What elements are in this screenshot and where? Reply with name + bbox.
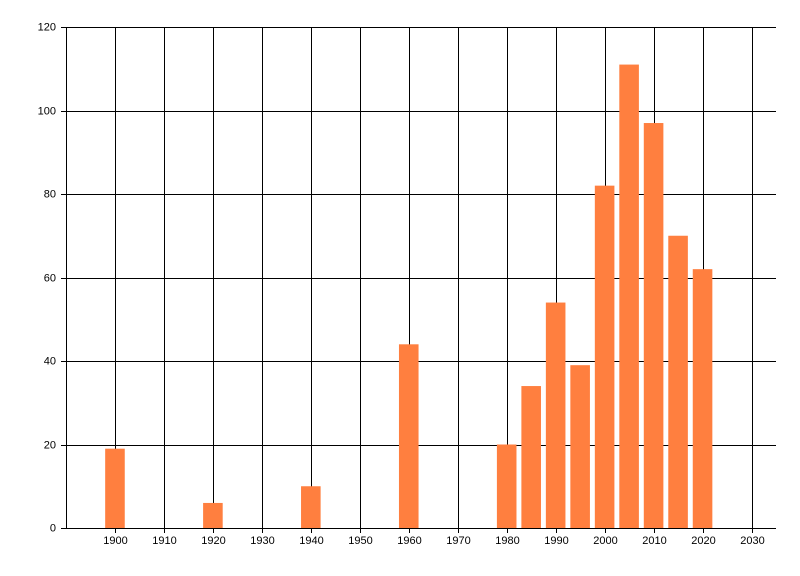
bar (496, 444, 517, 528)
y-tick-label: 120 (38, 21, 56, 33)
x-tick-label: 1960 (397, 535, 421, 547)
bar (301, 486, 321, 528)
bar (398, 344, 419, 528)
x-tick-label: 2020 (691, 535, 715, 547)
x-tick-label: 1950 (348, 535, 372, 547)
bar (203, 502, 223, 528)
x-tick-label: 1910 (152, 535, 176, 547)
x-tick-label: 1980 (495, 535, 519, 547)
y-tick-label: 100 (38, 105, 56, 117)
x-tick-label: 1900 (103, 535, 127, 547)
bar (643, 123, 664, 529)
bar (692, 269, 713, 528)
y-tick-label: 0 (50, 522, 56, 534)
bar (668, 235, 688, 528)
bar (105, 448, 125, 528)
bar (594, 185, 615, 528)
bar (521, 386, 541, 528)
x-tick-label: 2010 (642, 535, 666, 547)
y-tick-label: 60 (44, 272, 56, 284)
x-tick-label: 1970 (446, 535, 470, 547)
x-tick-label: 1940 (299, 535, 323, 547)
x-tick-label: 1990 (544, 535, 568, 547)
x-tick-label: 1930 (250, 535, 274, 547)
x-tick-label: 2030 (740, 535, 764, 547)
bar (570, 365, 590, 528)
y-tick-label: 20 (44, 439, 56, 451)
y-tick-label: 80 (44, 188, 56, 200)
bar (545, 302, 566, 528)
x-tick-label: 1920 (201, 535, 225, 547)
x-tick-label: 2000 (593, 535, 617, 547)
bar (619, 64, 639, 528)
y-tick-label: 40 (44, 355, 56, 367)
